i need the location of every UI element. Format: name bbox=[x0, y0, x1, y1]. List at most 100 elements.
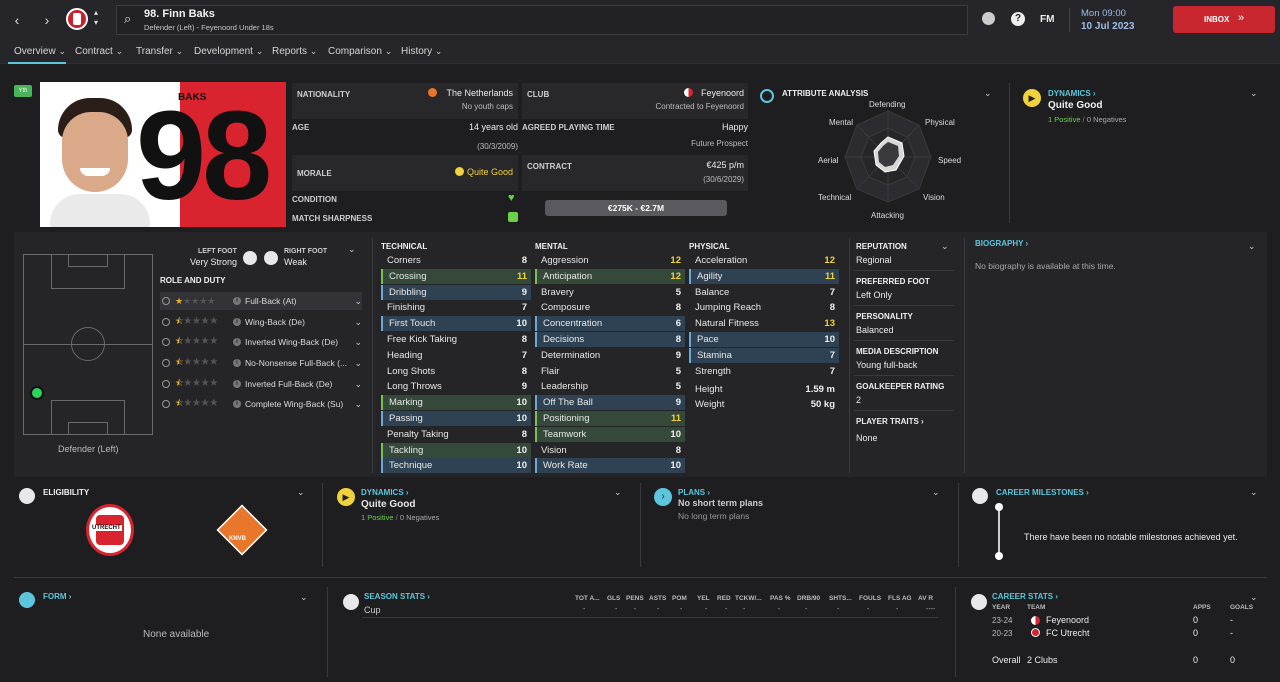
attribute-row[interactable]: Stamina 7 bbox=[689, 347, 839, 363]
tab-development[interactable]: Development ⌄ bbox=[194, 46, 264, 57]
dynamics-dropdown-icon[interactable]: ⌄ bbox=[1250, 88, 1258, 98]
role-radio[interactable] bbox=[162, 380, 170, 388]
attribute-row[interactable]: Flair 5 bbox=[535, 364, 685, 379]
plans-dropdown-icon[interactable]: ⌄ bbox=[932, 487, 940, 497]
attribute-row[interactable]: Free Kick Taking 8 bbox=[381, 332, 531, 347]
season-stats-column-header[interactable]: FLS AG bbox=[888, 595, 912, 602]
season-stats-column-header[interactable]: PAS % bbox=[770, 595, 791, 602]
role-radio[interactable] bbox=[162, 359, 170, 367]
attribute-row[interactable]: Tackling 10 bbox=[381, 442, 531, 458]
role-row[interactable]: ⯪★★★★ i Inverted Wing-Back (De) ⌄ bbox=[160, 333, 362, 351]
attribute-row[interactable]: Pace 10 bbox=[689, 332, 839, 347]
season-stats-column-header[interactable]: FOULS bbox=[859, 595, 882, 602]
attribute-row[interactable]: Crossing 11 bbox=[381, 268, 531, 284]
role-row[interactable]: ⯪★★★★ i Complete Wing-Back (Su) ⌄ bbox=[160, 395, 362, 413]
attribute-row[interactable]: Acceleration 12 bbox=[689, 253, 839, 268]
career-team-link[interactable]: FC Utrecht bbox=[1046, 628, 1090, 638]
player-traits-link[interactable]: PLAYER TRAITS › bbox=[856, 417, 924, 426]
info-icon[interactable]: i bbox=[233, 359, 241, 367]
attribute-row[interactable]: Concentration 6 bbox=[535, 316, 685, 332]
attribute-row[interactable]: Determination 9 bbox=[535, 348, 685, 363]
attribute-row[interactable]: Aggression 12 bbox=[535, 253, 685, 268]
tab-comparison[interactable]: Comparison ⌄ bbox=[328, 46, 393, 57]
tab-reports[interactable]: Reports ⌄ bbox=[272, 46, 318, 57]
attr-analysis-dropdown-icon[interactable]: ⌄ bbox=[984, 88, 992, 98]
career-stats-title-link[interactable]: CAREER STATS › bbox=[992, 592, 1058, 601]
info-icon[interactable]: i bbox=[233, 297, 241, 305]
season-stats-column-header[interactable]: ASTS bbox=[649, 595, 667, 602]
info-icon[interactable]: i bbox=[233, 338, 241, 346]
dynamics-bottom-dropdown-icon[interactable]: ⌄ bbox=[614, 487, 622, 497]
role-row[interactable]: ⯪★★★★ i Wing-Back (De) ⌄ bbox=[160, 313, 362, 331]
role-radio[interactable] bbox=[162, 318, 170, 326]
value-range-bar[interactable]: €275K - €2.7M bbox=[545, 200, 727, 216]
eligibility-dropdown-icon[interactable]: ⌄ bbox=[297, 487, 305, 497]
attribute-row[interactable]: Marking 10 bbox=[381, 395, 531, 411]
player-header-box[interactable] bbox=[116, 5, 968, 35]
inbox-button[interactable]: INBOX » bbox=[1173, 6, 1275, 33]
role-dropdown-icon[interactable]: ⌄ bbox=[354, 378, 362, 389]
attribute-row[interactable]: Penalty Taking 8 bbox=[381, 427, 531, 442]
attribute-row[interactable]: Vision 8 bbox=[535, 443, 685, 458]
attribute-row[interactable]: Technique 10 bbox=[381, 458, 531, 474]
season-stats-column-header[interactable]: YEL bbox=[697, 595, 710, 602]
attribute-row[interactable]: Long Throws 9 bbox=[381, 379, 531, 394]
form-dropdown-icon[interactable]: ⌄ bbox=[300, 592, 308, 602]
plans-title-link[interactable]: PLANS › bbox=[678, 488, 711, 497]
attribute-row[interactable]: Finishing 7 bbox=[381, 300, 531, 315]
role-dropdown-icon[interactable]: ⌄ bbox=[354, 357, 362, 368]
help-icon[interactable]: ? bbox=[1011, 12, 1025, 26]
career-stats-dropdown-icon[interactable]: ⌄ bbox=[1250, 592, 1258, 602]
foot-dropdown-icon[interactable]: ⌄ bbox=[348, 244, 356, 254]
attribute-row[interactable]: Strength 7 bbox=[689, 364, 839, 379]
role-dropdown-icon[interactable]: ⌄ bbox=[354, 316, 362, 327]
attribute-row[interactable]: Teamwork 10 bbox=[535, 426, 685, 442]
attribute-row[interactable]: Decisions 8 bbox=[535, 332, 685, 347]
role-dropdown-icon[interactable]: ⌄ bbox=[354, 336, 362, 347]
attribute-row[interactable]: Jumping Reach 8 bbox=[689, 300, 839, 315]
season-stats-column-header[interactable]: PENS bbox=[626, 595, 644, 602]
info-icon[interactable]: i bbox=[233, 400, 241, 408]
fc-utrecht-logo[interactable]: UTRECHT bbox=[86, 504, 134, 556]
back-arrow-icon[interactable]: ‹ bbox=[14, 12, 20, 28]
season-stats-column-header[interactable]: TOT A... bbox=[575, 595, 600, 602]
tab-history[interactable]: History ⌄ bbox=[401, 46, 443, 57]
attribute-row[interactable]: Leadership 5 bbox=[535, 379, 685, 394]
role-radio[interactable] bbox=[162, 400, 170, 408]
attribute-row[interactable]: First Touch 10 bbox=[381, 316, 531, 332]
biography-dropdown-icon[interactable]: ⌄ bbox=[1248, 241, 1256, 251]
season-stats-column-header[interactable]: POM bbox=[672, 595, 687, 602]
season-stats-column-header[interactable]: DRB/90 bbox=[797, 595, 821, 602]
morale-value[interactable]: Quite Good bbox=[466, 167, 513, 177]
fm-menu-button[interactable]: FM bbox=[1040, 14, 1055, 25]
milestones-title-link[interactable]: CAREER MILESTONES › bbox=[996, 488, 1089, 497]
season-stats-column-header[interactable]: SHTS... bbox=[829, 595, 852, 602]
role-dropdown-icon[interactable]: ⌄ bbox=[354, 295, 362, 306]
season-stats-title-link[interactable]: SEASON STATS › bbox=[364, 592, 430, 601]
season-stats-column-header[interactable]: AV R bbox=[918, 595, 934, 602]
search-icon[interactable]: ⌕ bbox=[124, 11, 132, 26]
club-crest-icon[interactable] bbox=[66, 8, 88, 30]
info-icon[interactable]: i bbox=[233, 318, 241, 326]
forward-arrow-icon[interactable]: › bbox=[44, 12, 50, 28]
form-title-link[interactable]: FORM › bbox=[43, 592, 72, 601]
attribute-row[interactable]: Anticipation 12 bbox=[535, 268, 685, 284]
attribute-row[interactable]: Heading 7 bbox=[381, 348, 531, 363]
attribute-row[interactable]: Corners 8 bbox=[381, 253, 531, 268]
milestones-dropdown-icon[interactable]: ⌄ bbox=[1250, 487, 1258, 497]
knvb-logo[interactable] bbox=[216, 504, 268, 556]
dynamics-bottom-title-link[interactable]: DYNAMICS › bbox=[361, 488, 409, 497]
role-row[interactable]: ★★★★★ i Full-Back (At) ⌄ bbox=[160, 292, 362, 310]
career-team-link[interactable]: Feyenoord bbox=[1046, 615, 1090, 625]
season-stats-column-header[interactable]: GLS bbox=[607, 595, 621, 602]
club-switch-chevrons-icon[interactable]: ▴ ▾ bbox=[94, 8, 99, 27]
role-row[interactable]: ⯪★★★★ i No-Nonsense Full-Back (... ⌄ bbox=[160, 354, 362, 372]
position-pitch[interactable] bbox=[23, 254, 153, 435]
attribute-row[interactable]: Work Rate 10 bbox=[535, 458, 685, 474]
attribute-row[interactable]: Long Shots 8 bbox=[381, 364, 531, 379]
face-icon[interactable] bbox=[982, 12, 995, 25]
reputation-dropdown-icon[interactable]: ⌄ bbox=[941, 241, 949, 251]
tab-contract[interactable]: Contract ⌄ bbox=[75, 46, 124, 57]
role-row[interactable]: ⯪★★★★ i Inverted Full-Back (De) ⌄ bbox=[160, 375, 362, 393]
attribute-row[interactable]: Passing 10 bbox=[381, 411, 531, 426]
